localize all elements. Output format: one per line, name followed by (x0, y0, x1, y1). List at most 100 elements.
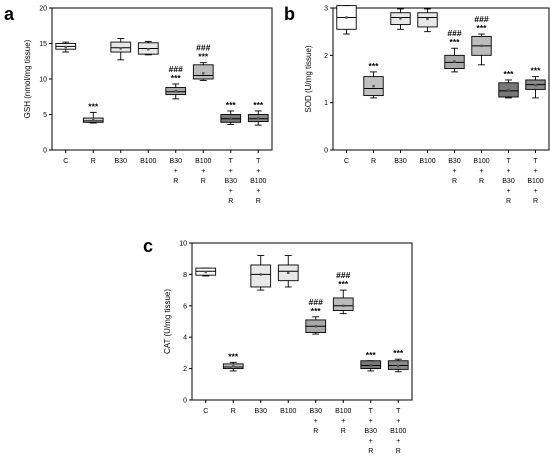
significance-label: ### (336, 270, 350, 280)
mean-marker (342, 304, 345, 307)
significance-label: *** (369, 61, 380, 71)
y-tick-label-c: 2 (183, 366, 187, 373)
mean-marker (314, 325, 317, 328)
panel-b-chart: 0 1 2 3 SOD (U/mg tissue) C R B30 B100 B30 + R B100 +… (304, 5, 550, 205)
y-tick-label-b: 2 (324, 53, 328, 60)
x-tick-label-c: B30 (255, 408, 268, 415)
box (110, 41, 132, 53)
y-tick-label-b: 0 (324, 148, 328, 155)
mean-marker (147, 47, 150, 51)
x-tick-label-a: C (63, 158, 68, 165)
y-tick-label-a: 20 (39, 6, 47, 13)
significance-label: ### (474, 14, 488, 24)
x-tick-label-a: B30 (115, 158, 128, 165)
panel-c-label: c (143, 236, 153, 256)
mean-marker (399, 17, 402, 20)
y-tick-label-a: 5 (43, 112, 47, 119)
significance-label: *** (198, 52, 209, 62)
significance-label: *** (450, 37, 461, 47)
x-tick-label-a: T + B30 + R (225, 158, 238, 205)
y-tick-label-c: 10 (179, 241, 187, 248)
significance-label: *** (338, 279, 349, 289)
plot-frame-a (51, 7, 273, 151)
mean-marker (507, 88, 510, 92)
box (250, 264, 272, 288)
mean-marker (426, 17, 429, 21)
significance-label: *** (477, 23, 488, 33)
x-tick-label-b: B30 (394, 158, 407, 165)
significance-label: ### (447, 28, 461, 38)
significance-label: ### (169, 64, 183, 74)
x-tick-label-a: B30 + R (170, 158, 183, 185)
y-axis-label-b: SOD (U/mg tissue) (304, 45, 313, 112)
mean-marker (345, 16, 348, 19)
box (192, 64, 214, 80)
significance-label: *** (531, 66, 542, 76)
mean-marker (232, 365, 235, 368)
y-tick-label-c: 6 (183, 303, 187, 310)
x-tick-label-c: R (231, 408, 236, 415)
mean-marker (257, 116, 260, 120)
mean-marker (534, 83, 537, 87)
y-tick-label-a: 15 (39, 41, 47, 48)
y-tick-label-a: 10 (39, 77, 47, 84)
x-tick-label-b: T + B30 + R (502, 158, 515, 205)
significance-label: *** (253, 100, 264, 110)
plot-frame-c (191, 242, 413, 401)
panel-c-chart: 0 2 4 6 8 10 CAT (U/mg tissue) C R B30 B100 B30 + R B1… (163, 241, 413, 455)
mean-marker (287, 271, 290, 275)
significance-label: ### (196, 43, 210, 53)
x-tick-label-c: B100 (280, 408, 296, 415)
mean-marker (453, 60, 456, 63)
x-tick-label-c: T + B30 + R (365, 408, 378, 455)
x-tick-label-c: B100 + R (335, 408, 351, 435)
significance-label: *** (226, 100, 237, 110)
mean-marker (259, 273, 262, 276)
x-tick-label-a: R (91, 158, 96, 165)
significance-label: *** (504, 69, 515, 79)
y-tick-label-c: 4 (183, 335, 187, 342)
x-tick-label-b: T + B100 + R (527, 158, 543, 205)
mean-marker (372, 84, 375, 88)
x-tick-label-b: B100 (419, 158, 435, 165)
panel-b-label: b (284, 4, 295, 24)
mean-marker (229, 117, 232, 120)
x-tick-label-a: T + B100 + R (250, 158, 266, 205)
x-tick-label-c: B30 + R (310, 408, 323, 435)
mean-marker (64, 45, 67, 49)
significance-label: *** (393, 348, 404, 358)
mean-marker (92, 118, 95, 122)
plot-frame-b (332, 7, 550, 151)
x-tick-label-c: C (203, 408, 208, 415)
mean-marker (174, 89, 177, 93)
panel-a-chart: 0 5 10 15 20 GSH (nmol/mg tissue) C R B30 B100 B30… (23, 6, 273, 205)
significance-label: *** (88, 101, 99, 111)
mean-marker (204, 270, 207, 274)
y-tick-label-a: 0 (43, 148, 47, 155)
x-tick-label-a: B100 + R (195, 158, 211, 185)
x-tick-label-b: R (371, 158, 376, 165)
x-tick-label-c: T + B100 + R (390, 408, 406, 455)
y-tick-label-c: 8 (183, 272, 187, 279)
mean-marker (202, 72, 205, 75)
mean-marker (119, 47, 122, 50)
y-tick-label-b: 1 (324, 100, 328, 107)
mean-marker (397, 365, 400, 368)
significance-label: ### (309, 297, 323, 307)
significance-label: *** (171, 73, 182, 83)
panel-a-label: a (4, 4, 15, 24)
mean-marker (480, 44, 483, 48)
y-tick-label-b: 3 (324, 6, 328, 13)
x-tick-label-b: B100 + R (473, 158, 489, 185)
y-tick-label-c: 0 (183, 398, 187, 405)
y-axis-label-a: GSH (nmol/mg tissue) (23, 39, 32, 118)
significance-label: *** (311, 306, 322, 316)
y-axis-label-c: CAT (U/mg tissue) (163, 289, 172, 354)
significance-label: *** (366, 350, 377, 360)
box (332, 297, 354, 311)
x-tick-label-b: B30 + R (448, 158, 461, 185)
x-tick-label-b: C (344, 158, 349, 165)
x-tick-label-a: B100 (140, 158, 156, 165)
mean-marker (369, 364, 372, 367)
significance-label: *** (228, 351, 239, 361)
